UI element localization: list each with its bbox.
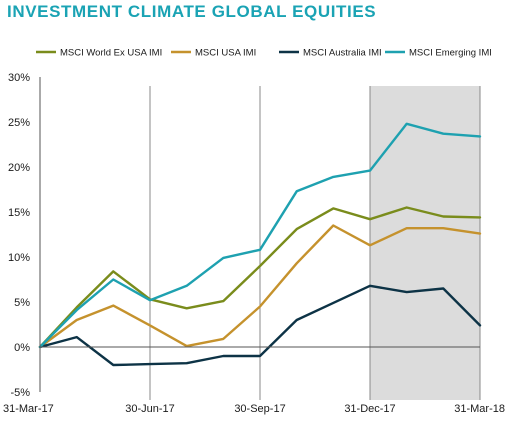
x-tick-label: 30-Jun-17 — [125, 403, 175, 415]
y-tick-label: 30% — [8, 72, 30, 84]
series-line — [38, 206, 482, 349]
y-tick-label: 5% — [14, 297, 30, 309]
shaded-region — [370, 86, 480, 400]
x-tick-label: 30-Sep-17 — [234, 403, 285, 415]
y-tick-label: 0% — [14, 342, 30, 354]
legend-label: MSCI USA IMI — [195, 48, 256, 59]
x-tick-label: 31-Mar-18 — [454, 403, 505, 415]
legend-label: MSCI Emerging IMI — [409, 48, 492, 59]
y-tick-label: -5% — [10, 387, 30, 399]
x-tick-label: 31-Mar-17 — [3, 403, 54, 415]
series-line — [38, 284, 482, 367]
series-line — [38, 224, 482, 349]
legend-label: MSCI World Ex USA IMI — [60, 48, 162, 59]
y-tick-label: 10% — [8, 252, 30, 264]
y-tick-label: 15% — [8, 207, 30, 219]
y-tick-label: 20% — [8, 162, 30, 174]
x-tick-label: 31-Dec-17 — [344, 403, 395, 415]
series-line — [38, 122, 482, 349]
legend-label: MSCI Australia IMI — [303, 48, 382, 59]
chart-title: INVESTMENT CLIMATE GLOBAL EQUITIES — [7, 2, 377, 21]
y-tick-label: 25% — [8, 117, 30, 129]
